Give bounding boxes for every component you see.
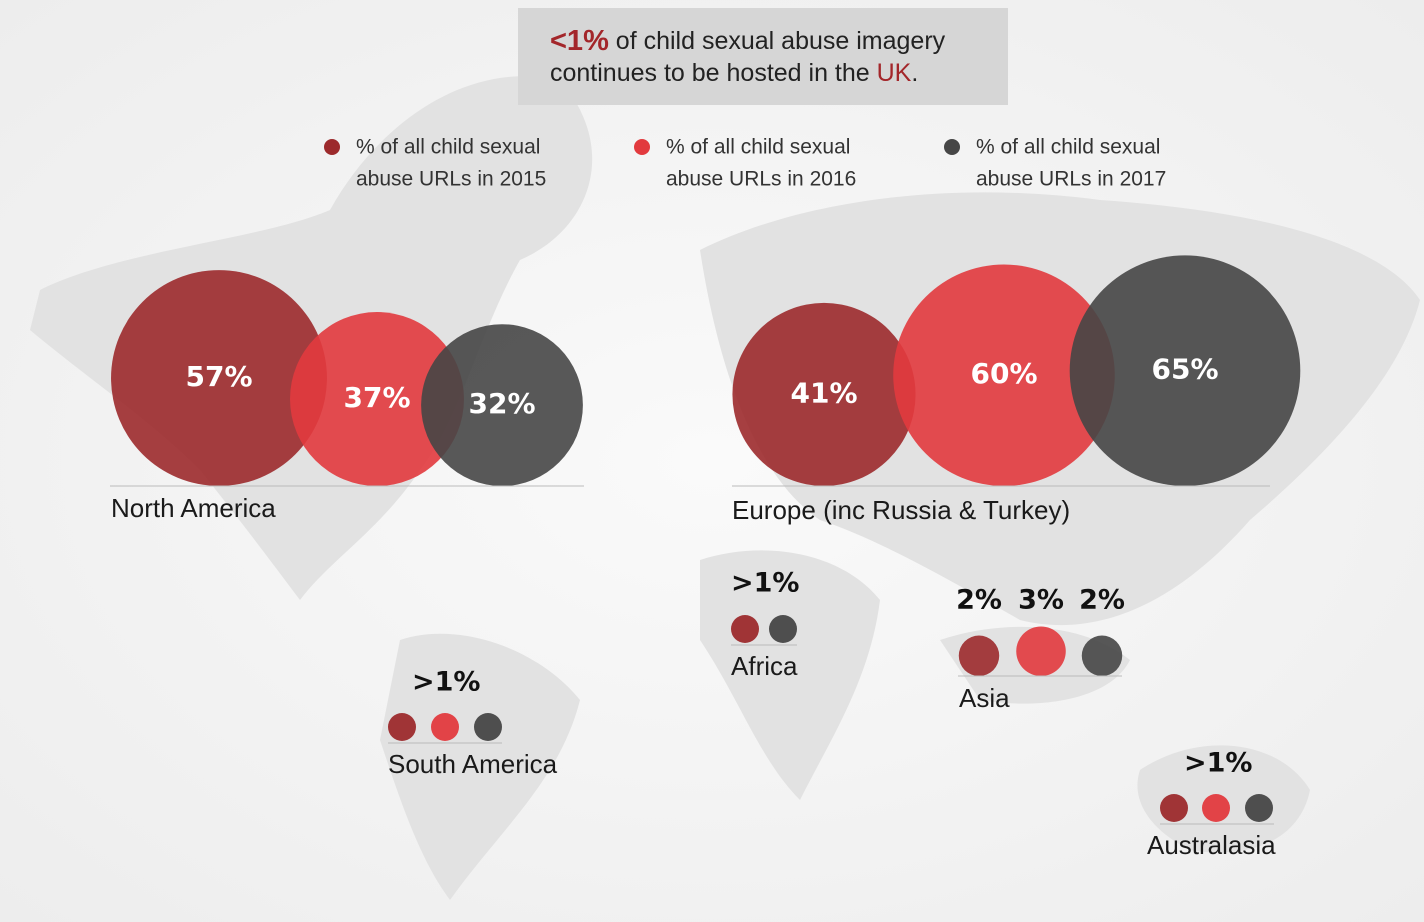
legend-label: abuse URLs in 2017 [976,168,1166,191]
value-label: 41% [790,376,857,409]
dot [388,713,416,741]
value-label: 32% [468,387,535,420]
dot [1245,794,1273,822]
value-label: 65% [1151,353,1218,386]
value-label: >1% [412,667,480,698]
bubble [893,264,1115,486]
region-name: South America [388,749,558,779]
bubble [111,270,327,486]
value-label: 3% [1018,585,1064,616]
value-label: 60% [970,357,1037,390]
bubble [1081,635,1123,676]
legend-swatch [324,139,340,155]
legend-label: % of all child sexual [976,136,1160,159]
headline-line1: <1% of child sexual abuse imagery [550,25,946,57]
bubble [732,302,916,486]
value-label: >1% [1184,748,1252,779]
legend-swatch [944,139,960,155]
headline-text: of child sexual abuse imagery [609,27,946,55]
bubble [421,324,583,486]
value-label: 2% [956,585,1002,616]
region-name: Asia [959,683,1010,713]
bubble [1069,255,1301,486]
dot [474,713,502,741]
legend-label: abuse URLs in 2015 [356,168,546,191]
region-name: Australasia [1147,830,1276,860]
region-name: North America [111,493,276,523]
legend-label: abuse URLs in 2016 [666,168,856,191]
dot [731,615,759,643]
region-name: Europe (inc Russia & Turkey) [732,495,1070,525]
dot [1202,794,1230,822]
value-label: 37% [343,381,410,414]
legend-label: % of all child sexual [356,136,540,159]
legend-swatch [634,139,650,155]
chart-layer: % of all child sexual abuse URLs in 2015%… [110,136,1301,860]
region-name: Africa [731,651,798,681]
headline-text: continues to be hosted in the [550,59,877,87]
headline-highlight: <1% [550,25,609,57]
bubble [1016,626,1066,676]
legend-label: % of all child sexual [666,136,850,159]
headline-country: UK [877,59,912,87]
bubble [290,312,464,487]
bubble [958,635,1000,676]
dot [431,713,459,741]
value-label: 2% [1079,585,1125,616]
dot [769,615,797,643]
value-label: 57% [185,360,252,393]
headline-line2: continues to be hosted in the UK. [550,59,918,87]
headline-box [518,8,1008,105]
value-label: >1% [731,568,799,599]
headline-text: . [911,59,918,87]
dot [1160,794,1188,822]
